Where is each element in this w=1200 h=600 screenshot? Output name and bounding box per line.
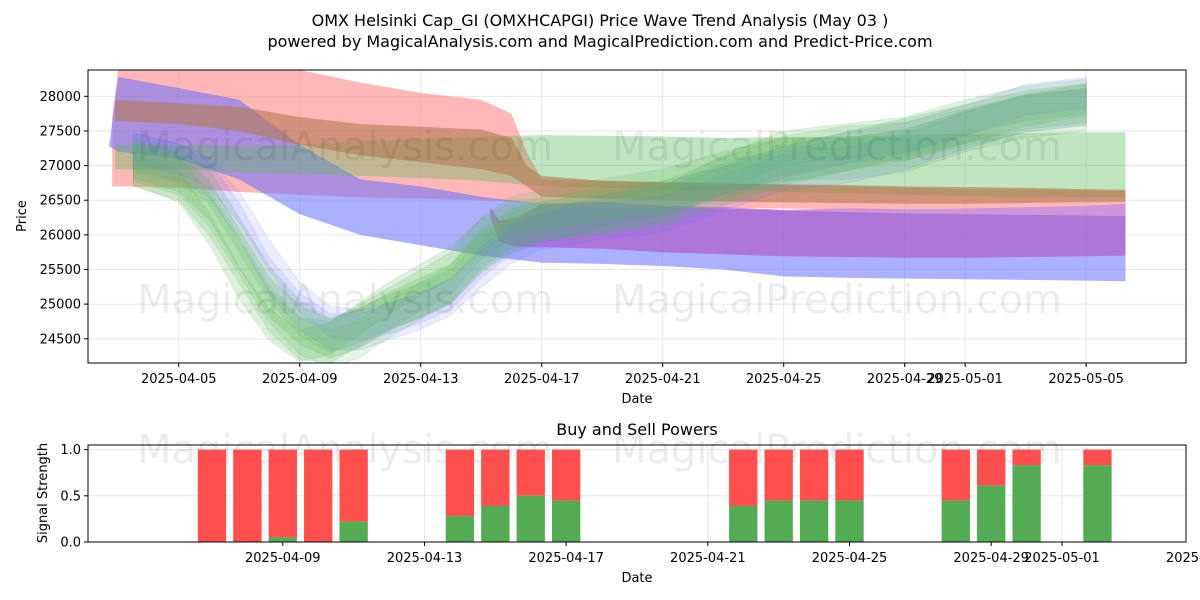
signal-ytick-label: 1.0 — [60, 443, 81, 458]
price-band-brown — [115, 99, 1126, 204]
signal-plot-area — [197, 449, 1200, 542]
buy-bar — [977, 485, 1006, 542]
buy-bar — [1083, 465, 1112, 542]
buy-bar — [835, 500, 864, 542]
buy-bar — [268, 537, 297, 542]
sell-bar — [481, 449, 510, 506]
sell-bar — [835, 449, 864, 501]
price-xtick-label: 2025-04-29 — [867, 372, 943, 387]
sell-bar — [764, 449, 793, 501]
price-xtick-label: 2025-04-05 — [141, 372, 217, 387]
buy-bar — [1190, 470, 1200, 542]
watermarks-top: MagicalAnalysis.com MagicalPrediction.co… — [137, 124, 1062, 323]
price-ytick-label: 26000 — [40, 228, 81, 243]
price-ytick-label: 25000 — [40, 298, 81, 313]
price-ylabel: Price — [15, 200, 30, 232]
price-xtick-label: 2025-04-21 — [625, 372, 701, 387]
sell-bar — [1012, 449, 1041, 466]
buy-bar — [516, 495, 545, 542]
buy-bar — [445, 516, 475, 542]
price-axes-frame — [87, 69, 1187, 364]
signal-xtick-label: 2025-04-29 — [953, 551, 1029, 566]
chart-title-line1: OMX Helsinki Cap_GI (OMXHCAPGI) Price Wa… — [312, 11, 889, 31]
price-ytick-label: 26500 — [40, 194, 81, 209]
sell-bar — [551, 449, 581, 501]
buy-bar — [551, 500, 581, 542]
sell-bar — [268, 449, 297, 538]
price-band-purple — [490, 201, 1126, 258]
price-wave-1 — [132, 78, 1087, 354]
buy-bar — [941, 500, 970, 542]
signal-ytick-label: 0.5 — [60, 489, 81, 504]
sell-bar — [445, 449, 475, 517]
price-ytick-label: 27000 — [40, 159, 81, 174]
price-plot-area — [109, 70, 1126, 363]
price-wave-3 — [132, 88, 1087, 351]
watermark-prediction-1: MagicalPrediction.com — [612, 124, 1062, 170]
sell-bar — [941, 449, 970, 501]
price-ytick-label: 28000 — [40, 90, 81, 105]
signal-xlabel: Date — [621, 571, 652, 586]
buy-bar — [764, 500, 793, 542]
signal-xtick-label: 2025-04-09 — [245, 551, 321, 566]
sell-bar — [304, 449, 333, 542]
signal-axis-ticks: 2025-04-09 2025-04-13 2025-04-17 2025-04-21… — [60, 443, 1200, 566]
price-xtick-label: 2025-05-05 — [1048, 372, 1124, 387]
watermark-analysis-2: MagicalAnalysis.com — [137, 277, 553, 323]
sell-bar — [1190, 450, 1200, 470]
price-wave-6 — [132, 87, 1087, 363]
price-ytick-label: 25500 — [40, 263, 81, 278]
price-wave-5 — [132, 77, 1087, 341]
signal-xtick-label: 2025-04-25 — [812, 551, 888, 566]
chart-title-line2: powered by MagicalAnalysis.com and Magic… — [267, 32, 932, 51]
price-wave-4 — [132, 83, 1087, 363]
price-xtick-label: 2025-04-17 — [504, 372, 580, 387]
price-xlabel: Date — [621, 392, 652, 407]
buy-bar — [339, 521, 368, 542]
watermark-analysis-1: MagicalAnalysis.com — [137, 124, 553, 170]
buy-bar — [729, 505, 758, 542]
buy-bar — [799, 500, 829, 542]
signal-axes-frame — [87, 444, 1187, 543]
price-xtick-label: 2025-04-09 — [262, 372, 338, 387]
signal-xtick-label: 2025-04-21 — [670, 551, 746, 566]
sell-bar — [1083, 449, 1112, 466]
sell-bar — [977, 449, 1006, 486]
sell-bar — [339, 449, 368, 522]
price-wave-0 — [132, 83, 1087, 359]
signal-ylabel: Signal Strength — [36, 443, 51, 543]
sell-bar — [799, 449, 829, 501]
signal-chart-title: Buy and Sell Powers — [556, 420, 718, 439]
price-ytick-label: 27500 — [40, 124, 81, 139]
sell-bar — [516, 449, 545, 496]
price-axis-ticks: 2025-04-05 2025-04-09 2025-04-13 2025-04-17… — [40, 90, 1124, 387]
signal-xtick-label: 2025-04-17 — [528, 551, 604, 566]
price-xtick-label: 2025-04-13 — [383, 372, 459, 387]
price-xtick-label: 2025-04-25 — [746, 372, 822, 387]
buy-bar — [1012, 465, 1041, 542]
signal-xtick-label: 2025-05-01 — [1024, 551, 1100, 566]
sell-bar — [729, 449, 758, 506]
sell-bar — [233, 449, 262, 542]
price-xtick-label: 2025-05-01 — [927, 372, 1003, 387]
signal-ytick-label: 0.0 — [60, 536, 81, 551]
price-ytick-label: 24500 — [40, 332, 81, 347]
price-band-red — [112, 70, 1126, 210]
buy-bar — [481, 505, 510, 542]
sell-bar — [197, 449, 227, 542]
signal-xtick-label: 2025-05-05 — [1166, 551, 1200, 566]
price-wave-2 — [132, 88, 1087, 363]
watermark-prediction-2: MagicalPrediction.com — [612, 277, 1062, 323]
signal-xtick-label: 2025-04-13 — [387, 551, 463, 566]
